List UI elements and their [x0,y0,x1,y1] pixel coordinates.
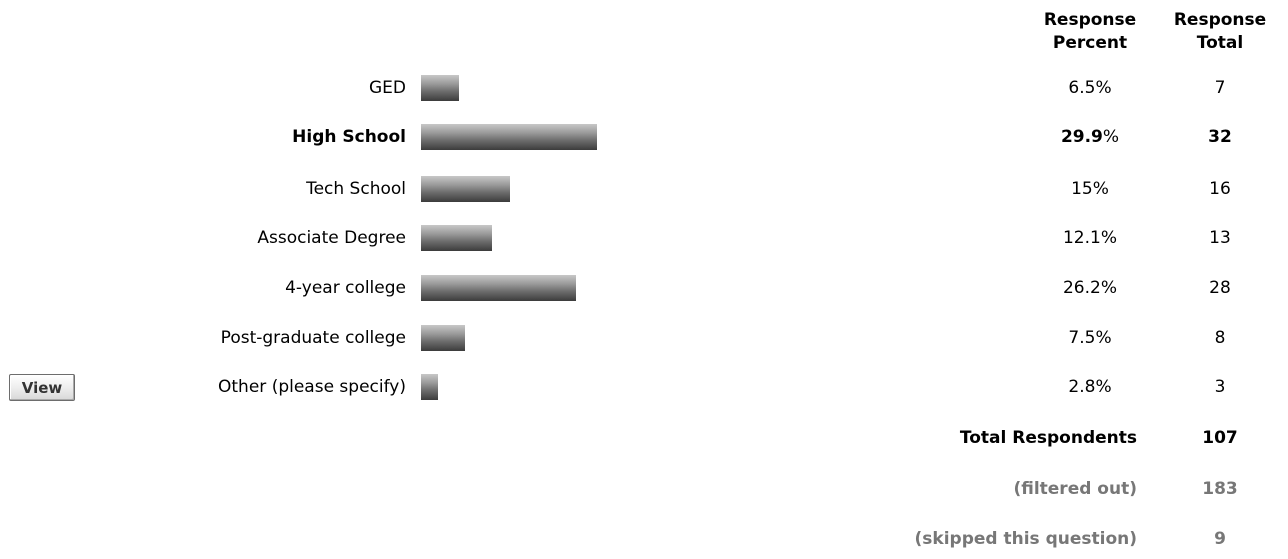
response-percent-number: 6.5 [1068,78,1096,98]
table-row: 4-year college 26.2% 28 [0,268,1288,308]
response-percent-number: 12.1 [1062,228,1101,248]
response-bar [421,325,465,351]
response-percent-number: 15 [1071,179,1093,199]
total-respondents-value: 107 [1202,428,1238,448]
response-percent-sign: % [1100,278,1117,298]
skipped-question-value: 9 [1214,529,1226,549]
response-count: 16 [1209,179,1231,199]
header-response-percent-line1: Response [1043,10,1137,30]
response-bar [421,275,576,301]
response-percent-sign: % [1095,377,1112,397]
response-percent-sign: % [1100,228,1117,248]
response-count: 3 [1214,377,1226,397]
response-count: 28 [1209,278,1231,298]
response-bar [421,124,597,150]
response-percent-number: 7.5 [1068,328,1096,348]
response-bar [421,225,492,251]
header-response-percent: Response Percent [1035,9,1145,55]
response-percent-number: 29.9 [1060,127,1103,147]
answer-label: 4-year college [285,278,406,298]
skipped-question-label: (skipped this question) [914,529,1138,549]
table-row: GED 6.5% 7 [0,68,1288,108]
response-percent-sign: % [1095,328,1112,348]
header-response-total: Response Total [1165,9,1275,55]
response-percent-number: 2.8 [1068,377,1096,397]
response-count: 8 [1214,328,1226,348]
response-percent-sign: % [1092,179,1109,199]
answer-label: High School [292,127,406,147]
response-count: 13 [1209,228,1231,248]
header-response-total-line1: Response [1173,10,1267,30]
response-percent-number: 26.2 [1062,278,1101,298]
table-row: High School 29.9% 32 [0,117,1288,157]
response-percent: 7.5% [1035,318,1145,358]
response-percent: 12.1% [1035,218,1145,258]
response-bar [421,374,438,400]
response-percent: 29.9% [1035,117,1145,157]
view-other-responses-button[interactable]: View [9,374,75,401]
filtered-out-value: 183 [1202,479,1238,499]
total-respondents-label: Total Respondents [959,428,1137,448]
response-bar [421,75,459,101]
answer-label: GED [368,78,406,98]
answer-label: Associate Degree [257,228,406,248]
answer-label: Post-graduate college [220,328,406,348]
answer-label: Tech School [306,179,406,199]
response-percent-sign: % [1102,127,1120,147]
header-response-total-line2: Total [1196,33,1244,53]
table-row: Tech School 15% 16 [0,169,1288,209]
table-row: Post-graduate college 7.5% 8 [0,318,1288,358]
table-row: Associate Degree 12.1% 13 [0,218,1288,258]
response-count: 7 [1214,78,1226,98]
response-count: 32 [1208,127,1232,147]
response-percent: 15% [1035,169,1145,209]
response-percent: 26.2% [1035,268,1145,308]
answer-label: Other (please specify) [218,377,406,397]
response-percent: 6.5% [1035,68,1145,108]
response-percent: 2.8% [1035,367,1145,407]
header-response-percent-line2: Percent [1052,33,1128,53]
response-bar [421,176,510,202]
response-percent-sign: % [1095,78,1112,98]
filtered-out-label: (filtered out) [1013,479,1137,499]
table-row: Other (please specify) 2.8% 3 [0,367,1288,407]
